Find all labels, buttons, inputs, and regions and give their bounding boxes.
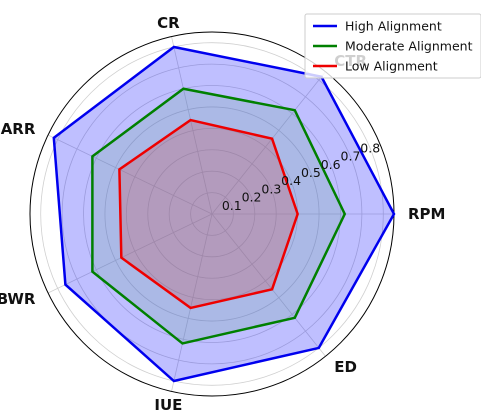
series-fill-2 xyxy=(119,120,298,308)
radial-tick-label: 0.8 xyxy=(360,140,380,155)
series-line-1 xyxy=(91,87,347,345)
series-layer xyxy=(52,45,396,383)
axis-label-rpm: RPM xyxy=(408,205,445,223)
label-layer: 0.10.20.30.40.50.60.70.8RPMCTRCRARRBWRIU… xyxy=(0,14,445,414)
series-line-0 xyxy=(52,45,396,383)
series-fill-1 xyxy=(92,88,345,344)
radial-tick-label: 0.1 xyxy=(222,198,242,213)
radial-tick-label: 0.7 xyxy=(341,149,361,164)
radial-tick-label: 0.4 xyxy=(281,173,301,188)
grid-spoke xyxy=(171,36,213,215)
series-fill-0 xyxy=(53,47,395,381)
radial-tick-label: 0.2 xyxy=(242,190,262,205)
radial-tick-label: 0.5 xyxy=(301,165,321,180)
grid-spoke xyxy=(47,213,213,294)
radial-tick-label: 0.6 xyxy=(321,157,341,172)
axis-label-bwr: BWR xyxy=(0,290,36,308)
axis-label-iue: IUE xyxy=(154,396,182,414)
legend: High Alignment Moderate Alignment Low Alig… xyxy=(304,13,481,79)
series-line-2 xyxy=(118,118,299,310)
grid-spoke xyxy=(171,213,213,392)
axis-label-ed: ED xyxy=(334,358,357,376)
grid-spoke xyxy=(211,71,326,215)
grid-spoke xyxy=(47,134,213,215)
legend-label-2: Low Alignment xyxy=(345,59,438,74)
legend-label-1: Moderate Alignment xyxy=(345,39,473,54)
legend-box xyxy=(304,13,481,79)
grid-spoke xyxy=(211,213,326,357)
axis-label-cr: CR xyxy=(157,14,180,32)
axis-label-arr: ARR xyxy=(1,120,36,138)
legend-label-0: High Alignment xyxy=(345,19,442,34)
radial-tick-label: 0.3 xyxy=(261,181,281,196)
